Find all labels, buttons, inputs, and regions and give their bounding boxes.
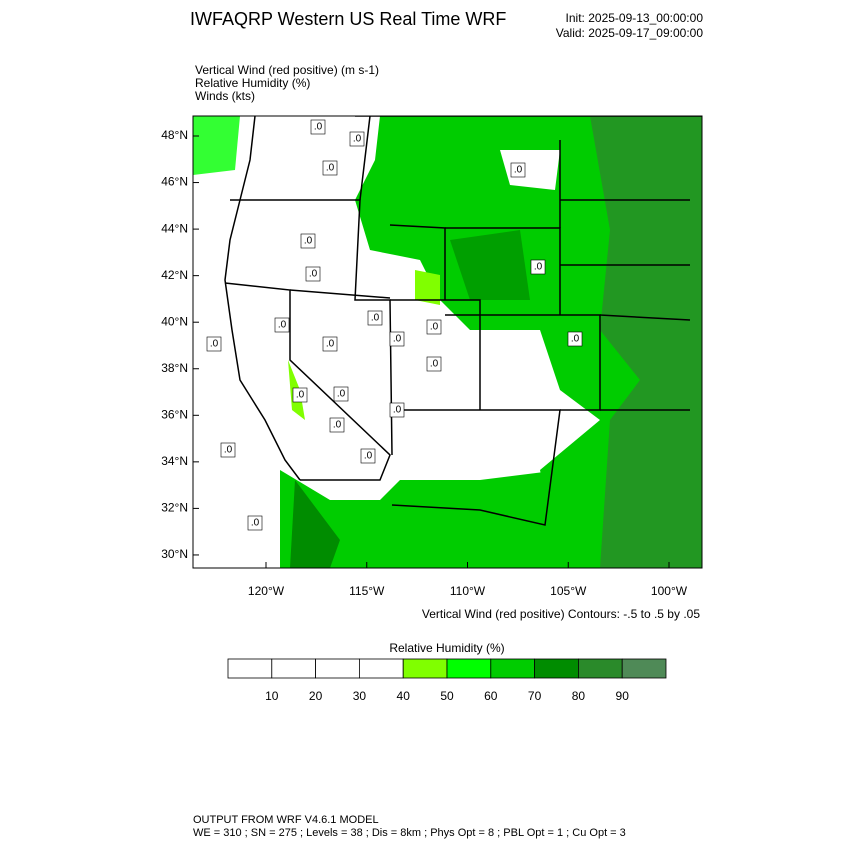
- lat-label: 42°N: [161, 268, 188, 282]
- contour-label-box: [329, 417, 345, 433]
- contour-label: .0: [224, 445, 233, 456]
- contour-label: .0: [309, 269, 318, 280]
- lat-label: 40°N: [161, 314, 188, 328]
- contour-label-box: [367, 310, 383, 326]
- colorbar-tick-label: 10: [265, 689, 279, 703]
- footer-settings: WE = 310 ; SN = 275 ; Levels = 38 ; Dis …: [193, 827, 626, 839]
- contour-label-box: [333, 386, 349, 402]
- colorbar-tick-label: 50: [440, 689, 454, 703]
- lon-label: 115°W: [349, 584, 385, 598]
- colorbar-title: Relative Humidity (%): [389, 641, 504, 655]
- colorbar-tick-label: 90: [616, 689, 630, 703]
- contour-label: .0: [353, 134, 362, 145]
- contour-label: .0: [333, 420, 342, 431]
- contour-label: .0: [393, 405, 402, 416]
- contour-label-box: [389, 331, 405, 347]
- colorbar: 10 20 30 40 50 60 70 80 90: [227, 658, 667, 703]
- contour-label-box: [530, 259, 546, 275]
- contour-label: .0: [337, 389, 346, 400]
- colorbar-box: [227, 658, 273, 679]
- contour-label-box: [274, 317, 290, 333]
- lat-label: 38°N: [161, 361, 188, 375]
- contour-label: .0: [430, 322, 439, 333]
- map: [192, 115, 703, 569]
- contour-label-box: [360, 448, 376, 464]
- colorbar-tick-label: 20: [309, 689, 323, 703]
- colorbar-box: [578, 658, 623, 679]
- contour-label-box: [292, 387, 308, 403]
- lat-label: 44°N: [161, 221, 188, 235]
- colorbar-tick-label: 80: [572, 689, 586, 703]
- colorbar-tick-label: 60: [484, 689, 498, 703]
- contour-label: .0: [514, 165, 523, 176]
- contour-label-box: [300, 233, 316, 249]
- lon-label: 105°W: [550, 584, 587, 598]
- colorbar-tick-label: 30: [353, 689, 367, 703]
- lat-label: 46°N: [161, 175, 188, 189]
- contour-label-box: [247, 515, 263, 531]
- lon-label: 110°W: [450, 584, 486, 598]
- field-label: Vertical Wind (red positive) (m s-1): [195, 63, 379, 77]
- colorbar-box: [446, 658, 492, 679]
- contour-label: .0: [430, 359, 439, 370]
- contour-label: .0: [314, 122, 323, 133]
- contour-label-box: [567, 331, 583, 347]
- footer-model: OUTPUT FROM WRF V4.6.1 MODEL: [193, 814, 379, 826]
- contour-label: .0: [210, 339, 219, 350]
- field-label: Winds (kts): [195, 89, 255, 103]
- contour-label: .0: [371, 313, 380, 324]
- lat-label: 48°N: [161, 128, 188, 142]
- contour-label-box: [206, 336, 222, 352]
- contour-label-box: [322, 160, 338, 176]
- contour-label-box: [220, 442, 236, 458]
- colorbar-tick-label: 70: [528, 689, 542, 703]
- colorbar-box: [402, 658, 448, 679]
- colorbar-box: [358, 658, 404, 679]
- contour-label-box: [305, 266, 321, 282]
- colorbar-box: [534, 658, 579, 679]
- lon-label: 100°W: [651, 584, 688, 598]
- contour-label: .0: [364, 451, 373, 462]
- lat-label: 34°N: [161, 454, 188, 468]
- colorbar-box: [315, 658, 360, 679]
- contour-label-box: [426, 319, 442, 335]
- colorbar-box: [621, 658, 667, 679]
- colorbar-box: [490, 658, 535, 679]
- lon-label: 120°W: [248, 584, 285, 598]
- contour-label: .0: [278, 320, 287, 331]
- contour-label-box: [349, 131, 365, 147]
- colorbar-tick-label: 40: [397, 689, 411, 703]
- contour-note: Vertical Wind (red positive) Contours: -…: [422, 607, 700, 621]
- valid-time: Valid: 2025-09-17_09:00:00: [556, 26, 704, 40]
- lat-label: 36°N: [161, 407, 188, 421]
- lat-label: 30°N: [161, 547, 188, 561]
- contour-label: .0: [296, 390, 305, 401]
- contour-label-box: [310, 119, 326, 135]
- contour-label: .0: [534, 262, 543, 273]
- contour-label-box: [510, 162, 526, 178]
- contour-label-box: [389, 402, 405, 418]
- contour-label: .0: [304, 236, 313, 247]
- colorbar-box: [271, 658, 316, 679]
- init-time: Init: 2025-09-13_00:00:00: [566, 11, 704, 25]
- contour-label-box: [426, 356, 442, 372]
- lat-label: 32°N: [161, 501, 188, 515]
- field-label: Relative Humidity (%): [195, 76, 310, 90]
- contour-label-box: [322, 336, 338, 352]
- title: IWFAQRP Western US Real Time WRF: [190, 9, 506, 29]
- contour-label: .0: [326, 163, 335, 174]
- contour-label: .0: [571, 334, 580, 345]
- contour-label: .0: [251, 518, 260, 529]
- contour-label: .0: [393, 334, 402, 345]
- contour-label: .0: [326, 339, 335, 350]
